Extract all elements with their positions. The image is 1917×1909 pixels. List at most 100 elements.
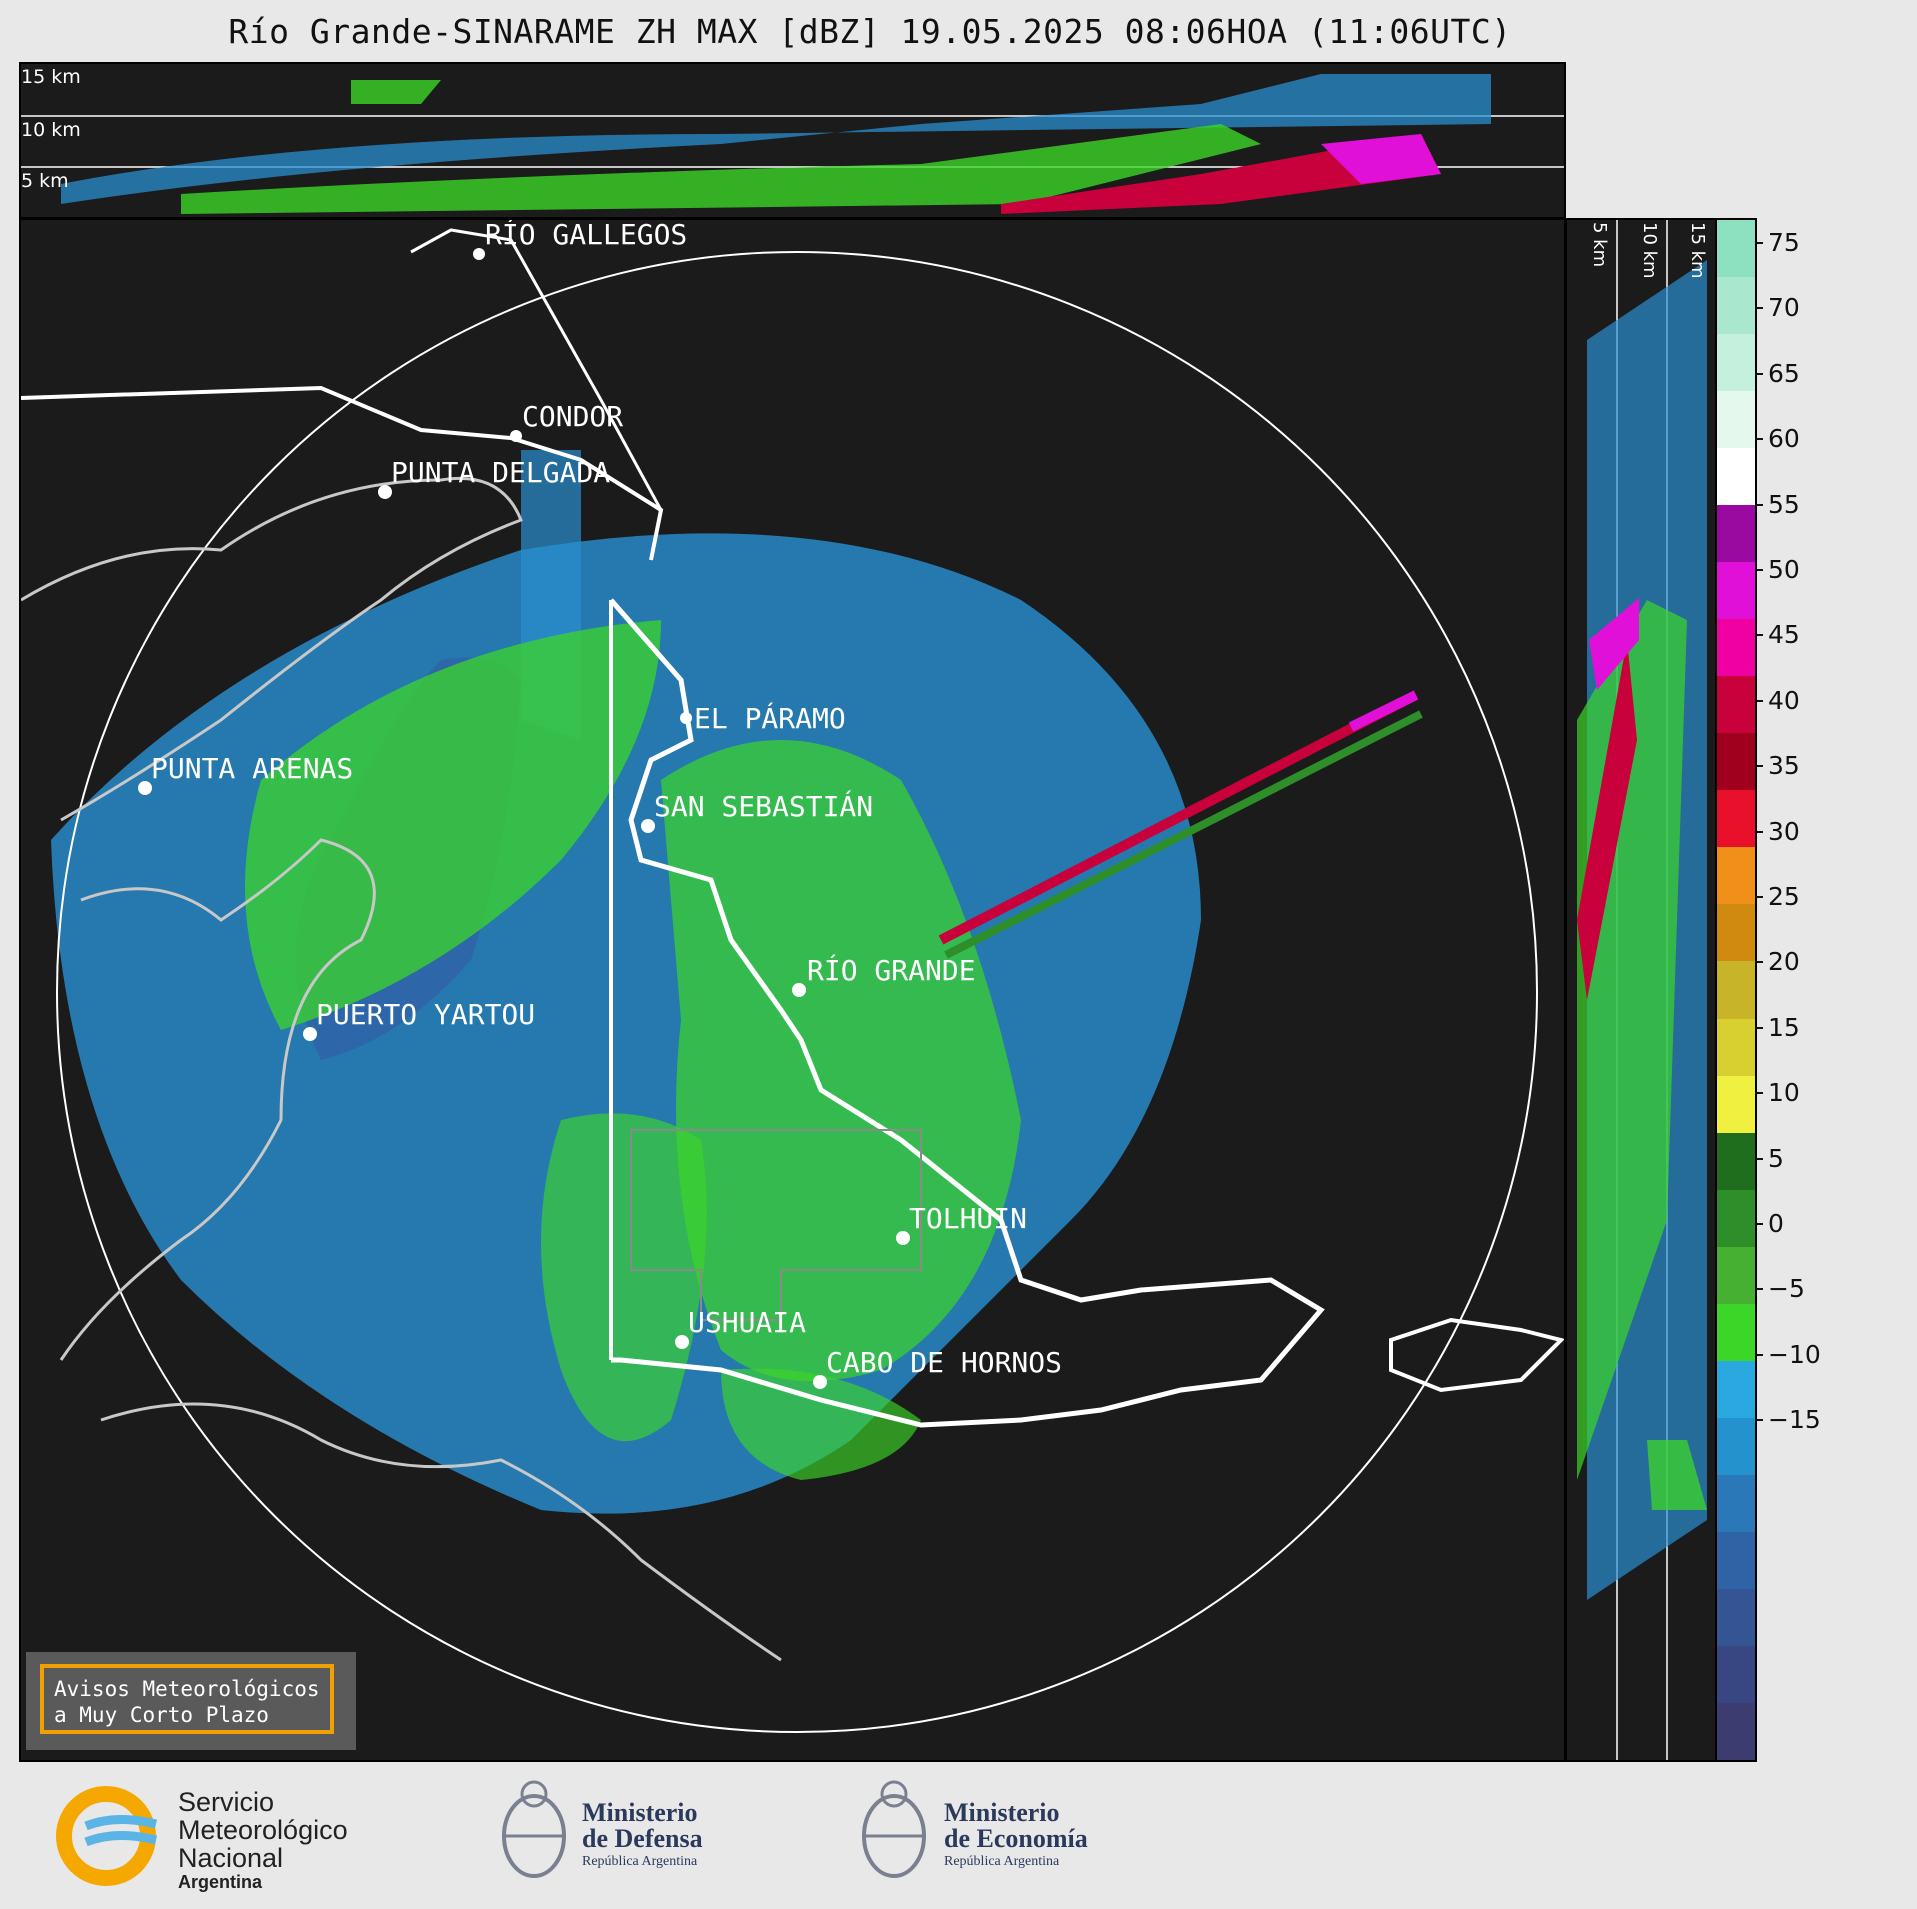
green-echo-cabo [721,1368,921,1480]
chilean-coast-west [59,838,376,1361]
defensa-logo-text: Ministerio de Defensa República Argentin… [582,1800,703,1872]
colorbar-segment [1717,1189,1755,1248]
city-marker-tolhuin [896,1231,910,1245]
colorbar-segment [1717,676,1755,735]
province-boundary [630,1129,922,1321]
city-marker-ushuaia [675,1335,689,1349]
dbz-colorbar [1715,218,1757,1762]
economia-line-1: Ministerio [944,1798,1060,1827]
colorbar-segment [1717,220,1755,279]
colorbar-tick-label: 0 [1768,1209,1784,1238]
smn-line-1: Servicio [178,1787,275,1817]
side-green-echo-bottom [1647,1440,1707,1510]
colorbar-tick-label: 55 [1768,489,1800,519]
top-green-echo-upper [351,80,441,104]
green-echo-east [661,740,1021,1382]
economia-line-3: República Argentina [944,1854,1060,1869]
colorbar-segment [1717,277,1755,336]
colorbar-segment [1717,1018,1755,1077]
top-magenta-echo [1321,134,1441,184]
range-ring [56,251,1538,1733]
colorbar-tick-mark [1755,699,1763,702]
isla-de-los-estados-coast [1389,1317,1564,1393]
colorbar-tick-mark [1755,1026,1763,1029]
radar-map-panel: RÍO GALLEGOS CONDOR PUNTA DELGADA EL PÁR… [19,218,1566,1762]
side-cross-section-svg [1577,220,1707,1760]
colorbar-tick-mark [1755,1157,1763,1160]
colorbar-tick-mark [1755,307,1763,310]
colorbar-tick-label: 15 [1768,1012,1800,1042]
side-magenta-echo [1589,598,1639,690]
smn-line-3: Nacional [178,1843,284,1873]
colorbar-segment [1717,1645,1755,1704]
city-marker-punta-delgada [378,485,392,499]
green-echo-south [541,1113,707,1442]
warning-line-1: Avisos Meteorológicos [54,1677,320,1701]
side-cross-section-panel: 5 km 10 km 15 km [1565,218,1717,1762]
colorbar-tick-mark [1755,961,1763,964]
colorbar-segment [1717,904,1755,963]
city-label-condor: CONDOR [522,400,623,433]
colorbar-tick-label: 45 [1768,620,1800,650]
colorbar-tick-label: 65 [1768,358,1800,388]
colorbar-tick-label: −15 [1768,1405,1821,1435]
colorbar-segment [1717,790,1755,849]
tierra-del-fuego-coast [609,598,1325,1428]
colorbar-tick-mark [1755,1419,1763,1422]
colorbar-segment [1717,1474,1755,1533]
colorbar-segment [1717,1417,1755,1476]
colorbar-segment [1717,1075,1755,1134]
interference-spike-red [938,690,1419,945]
colorbar-segment [1717,619,1755,678]
colorbar-tick-label: 5 [1768,1143,1784,1173]
colorbar-tick-mark [1755,830,1763,833]
city-marker-condor [510,430,522,442]
city-label-tolhuin: TOLHUIN [909,1202,1027,1235]
colorbar-tick-mark [1755,634,1763,637]
city-label-puerto-yartou: PUERTO YARTOU [316,998,535,1031]
colorbar-tick-mark [1755,242,1763,244]
defensa-line-2: de Defensa [582,1824,703,1853]
colorbar-tick-mark [1755,1223,1763,1225]
city-marker-rio-grande [792,983,806,997]
colorbar-tick-mark [1755,1092,1763,1095]
defensa-line-3: República Argentina [582,1854,698,1869]
colorbar-segment [1717,1588,1755,1647]
city-label-san-sebastian: SAN SEBASTIÁN [654,789,873,823]
interference-spike-magenta [1348,690,1419,732]
city-marker-punta-arenas [138,781,152,795]
colorbar-segment [1717,1531,1755,1590]
colorbar-tick-mark [1755,896,1763,898]
green-echo-west [245,620,661,1030]
colorbar-tick-label: −5 [1768,1274,1805,1304]
defensa-line-1: Ministerio [582,1798,698,1827]
chilean-coast-south [100,1402,782,1662]
colorbar-tick-label: 75 [1768,228,1800,257]
colorbar-segment [1717,448,1755,507]
colorbar-segment [1717,847,1755,906]
coastline-gallegos [410,228,663,511]
city-label-ushuaia: USHUAIA [688,1306,806,1339]
city-label-rio-gallegos: RÍO GALLEGOS [485,220,687,251]
colorbar-segment [1717,562,1755,621]
escudo-defensa-icon [502,1780,566,1878]
colorbar-tick-label: 25 [1768,882,1800,911]
city-marker-san-sebastian [641,819,655,833]
colorbar-tick-mark [1755,438,1763,441]
colorbar-segment [1717,1360,1755,1419]
smn-line-2: Meteorológico [178,1815,348,1845]
economia-line-2: de Economía [944,1824,1088,1853]
colorbar-tick-mark [1755,1353,1763,1356]
city-marker-puerto-yartou [303,1027,317,1041]
colorbar-tick-label: 20 [1768,947,1800,977]
top-green-echo [181,124,1261,214]
colorbar-segment [1717,334,1755,393]
colorbar-tick-label: 70 [1768,293,1800,323]
colorbar-tick-mark [1755,1288,1763,1291]
radar-map-svg: RÍO GALLEGOS CONDOR PUNTA DELGADA EL PÁR… [21,220,1564,1733]
city-marker-el-paramo [680,712,692,724]
top-cross-section-panel: 15 km 10 km 5 km [19,62,1566,219]
city-label-rio-grande: RÍO GRANDE [807,953,976,987]
escudo-economia-icon [862,1780,926,1878]
colorbar-tick-mark [1755,569,1763,571]
